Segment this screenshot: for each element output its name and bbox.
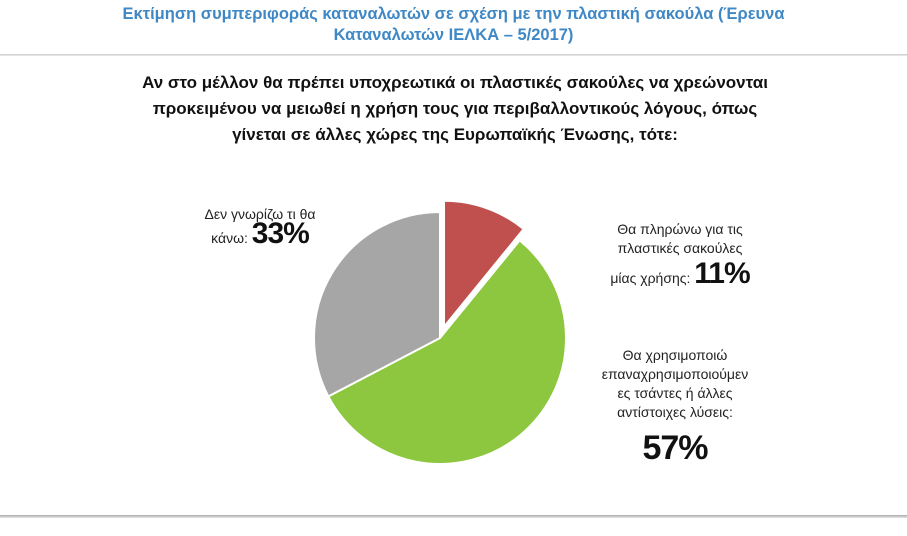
question-line-1: Αν στο μέλλον θα πρέπει υποχρεωτικά οι π…	[142, 73, 768, 92]
label-dont-know-percent: 33%	[251, 217, 310, 250]
label-reuse-line-4: αντίστοιχες λύσεις:	[617, 404, 733, 420]
label-pay-line-1: Θα πληρώνω για τις	[617, 221, 743, 237]
survey-question: Αν στο μέλλον θα πρέπει υποχρεωτικά οι π…	[60, 70, 850, 148]
label-pay-percent: 11%	[694, 257, 750, 290]
footer-divider	[0, 515, 907, 518]
question-line-3: γίνεται σε άλλες χώρες της Ευρωπαϊκής Έν…	[232, 125, 678, 144]
label-reuse-line-1: Θα χρησιμοποιώ	[622, 347, 728, 363]
question-line-2: προκειμένου να μειωθεί η χρήση τους για …	[152, 99, 758, 118]
label-dont-know-line-1: Δεν γνωρίζω τι θα	[204, 206, 316, 222]
label-reuse-line-3: ες τσάντες ή άλλες	[617, 385, 733, 401]
header-divider	[0, 54, 907, 56]
pie-chart-svg	[313, 199, 567, 465]
label-pay-line-3: μίας χρήσης: 11%	[580, 259, 780, 289]
chart-header-title: Εκτίμηση συμπεριφοράς καταναλωτών σε σχέ…	[0, 4, 907, 46]
label-reuse-percent: 57%	[642, 429, 708, 467]
label-dont-know: Δεν γνωρίζω τι θα κάνω: 33%	[160, 205, 360, 249]
label-pay: Θα πληρώνω για τις πλαστικές σακούλες μί…	[580, 220, 780, 289]
pie-chart	[300, 190, 580, 480]
label-dont-know-text: κάνω:	[211, 230, 248, 246]
label-reuse: Θα χρησιμοποιώ επαναχρησιμοποιούμεν ες τ…	[565, 346, 785, 468]
label-dont-know-line-2: κάνω: 33%	[160, 219, 360, 249]
label-pay-text: μίας χρήσης:	[610, 270, 691, 286]
pie-slice-3	[313, 210, 441, 398]
label-reuse-line-2: επαναχρησιμοποιούμεν	[601, 366, 749, 382]
label-pay-line-2: πλαστικές σακούλες	[617, 240, 743, 256]
pie-slice-2	[327, 238, 567, 465]
pie-slice-1	[443, 199, 526, 330]
header-title-line-2: Καταναλωτών ΙΕΛΚΑ – 5/2017)	[333, 26, 574, 44]
header-title-line-1: Εκτίμηση συμπεριφοράς καταναλωτών σε σχέ…	[122, 5, 785, 23]
